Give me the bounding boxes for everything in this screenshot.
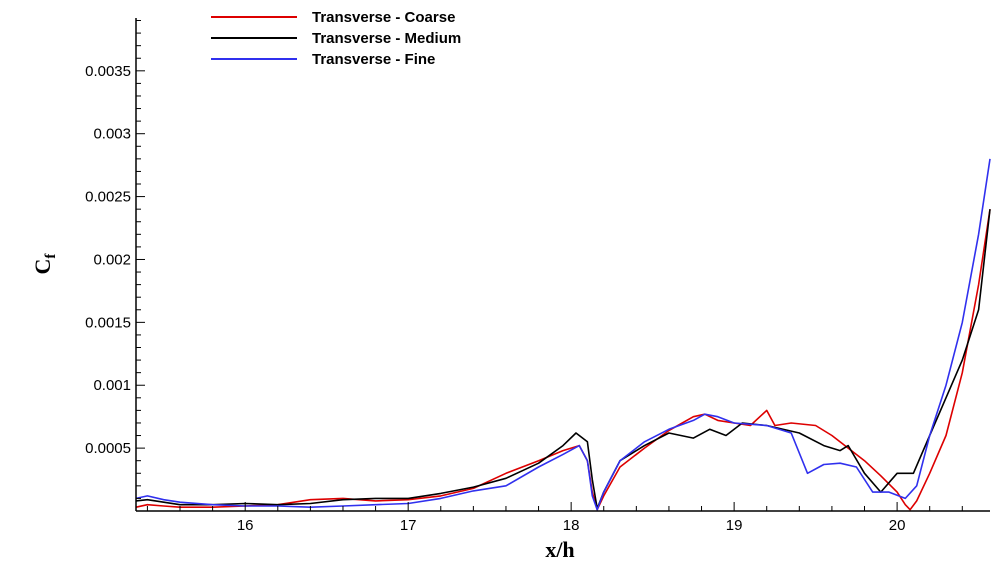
legend: Transverse - Coarse Transverse - Medium Tr… [211, 9, 461, 68]
y-tick-label: 0.0035 [85, 63, 131, 80]
y-tick-label: 0.001 [93, 377, 131, 394]
x-tick-label: 17 [400, 517, 417, 534]
y-axis-title-main: C [30, 259, 55, 275]
y-tick-label: 0.0015 [85, 314, 131, 331]
legend-label: Transverse - Coarse [312, 9, 455, 26]
series-line-0 [135, 209, 991, 511]
ticks: 16 17 18 19 20 0.0005 0.001 0.0015 0.002 0.0025 0.… [85, 20, 963, 534]
y-tick-label: 0.0025 [85, 189, 131, 206]
series-line-1 [135, 209, 991, 510]
y-tick-label: 0.002 [93, 251, 131, 268]
y-tick-label: 0.0005 [85, 440, 131, 457]
legend-label: Transverse - Medium [312, 30, 461, 47]
x-tick-label: 18 [563, 517, 580, 534]
y-axis-title: Cf [30, 253, 59, 275]
x-axis-title: x/h [545, 537, 574, 562]
axes [135, 18, 990, 512]
x-tick-label: 19 [726, 517, 743, 534]
legend-label: Transverse - Fine [312, 51, 435, 68]
series-lines [135, 158, 991, 511]
x-tick-label: 16 [237, 517, 254, 534]
series-line-2 [135, 158, 991, 511]
y-axis-title-subscript: f [43, 253, 59, 259]
x-tick-label: 20 [889, 517, 906, 534]
y-tick-label: 0.003 [93, 126, 131, 143]
